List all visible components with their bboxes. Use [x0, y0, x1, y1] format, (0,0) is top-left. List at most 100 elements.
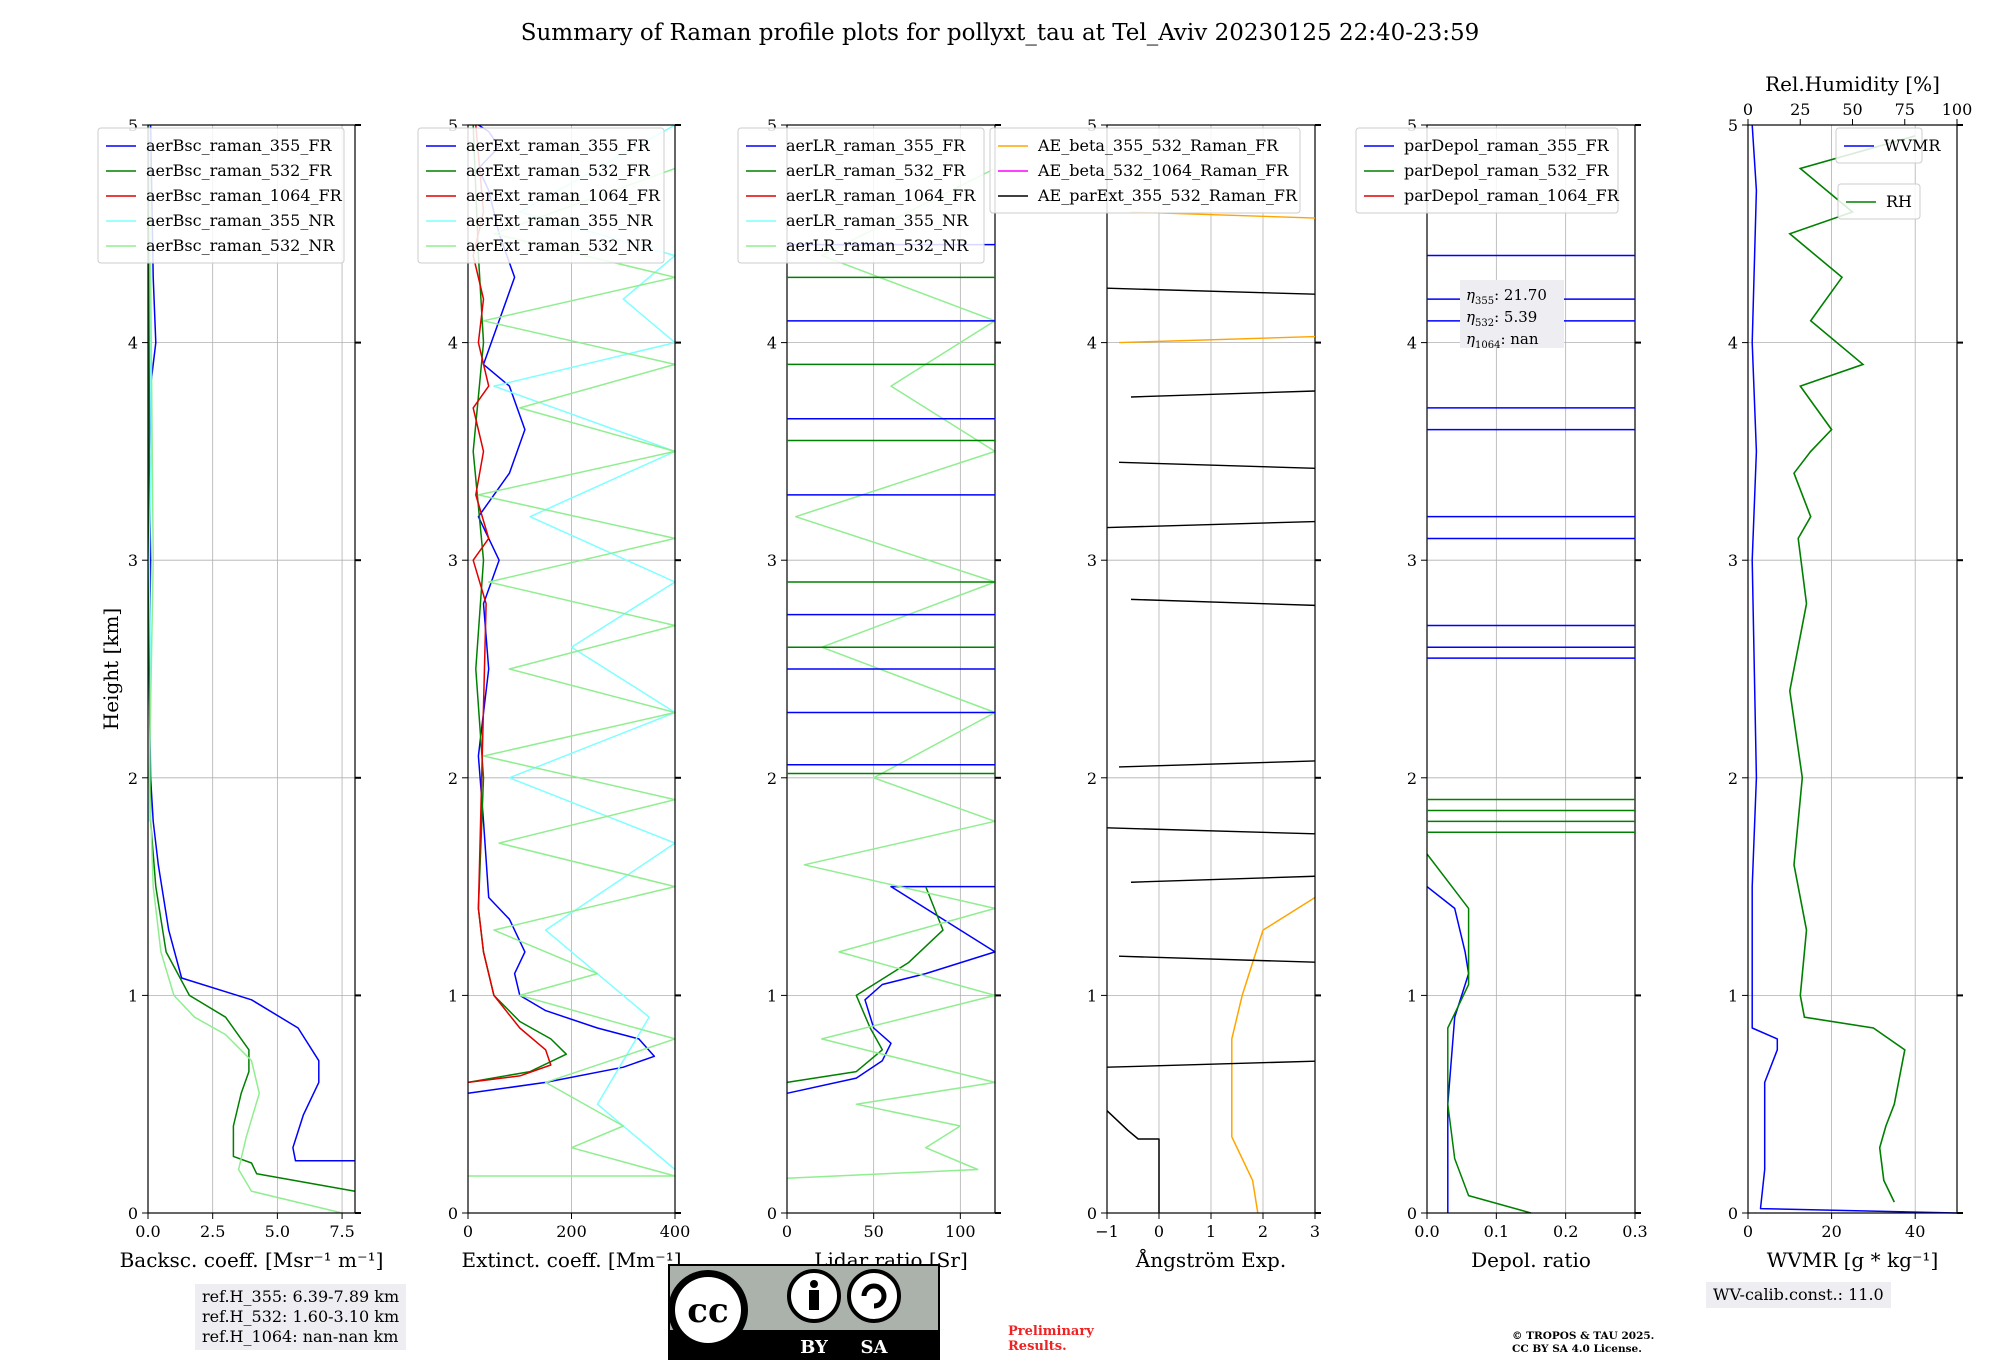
- legend-backscatter-label-3: aerBsc_raman_355_NR: [146, 211, 335, 230]
- rh-axis-label: Rel.Humidity [%]: [1765, 72, 1940, 96]
- series-aerExt_raman_1064_FR: [467, 124, 552, 1084]
- ref-height-355: ref.H_355: 6.39-7.89 km: [202, 1287, 400, 1306]
- reference-heights-box: ref.H_355: 6.39-7.89 km ref.H_532: 1.60-…: [195, 1284, 407, 1350]
- ytick-label-p2-3: 3: [448, 551, 458, 570]
- ae-curve-5: [1130, 598, 1316, 607]
- legend-angstrom: AE_beta_355_532_Raman_FR AE_beta_532_1064…: [989, 127, 1301, 214]
- xtick-label-p5-0: 0.0: [1414, 1222, 1439, 1241]
- ae-curve-2: [1130, 875, 1316, 883]
- legend-backscatter-box: [97, 127, 345, 264]
- xtick-label-p4-4: 3: [1310, 1222, 1320, 1241]
- series-aerExt_raman_532_FR: [467, 124, 568, 1084]
- cc-license-badge: cc BY SA: [668, 1264, 940, 1360]
- xtick-label-p3-2: 100: [945, 1222, 976, 1241]
- ytick-label-p5-1: 1: [1407, 986, 1417, 1005]
- legend-backscatter-label-4: aerBsc_raman_532_NR: [146, 236, 335, 255]
- axes-frame-p5: [1426, 124, 1636, 1214]
- copyright-line-1: © TROPOS & TAU 2025.: [1512, 1330, 1655, 1342]
- sa-icon: [847, 1269, 901, 1323]
- ae-curve-10: [1118, 335, 1316, 344]
- rh-tick-label-0: 0: [1743, 100, 1753, 119]
- ae-curve-4: [1118, 760, 1316, 768]
- legend-depol: parDepol_raman_355_FR parDepol_raman_532_…: [1355, 127, 1620, 214]
- ytick-label-p3-0: 0: [767, 1204, 777, 1223]
- xlabel-p1: Backsc. coeff. [Msr⁻¹ m⁻¹]: [120, 1248, 384, 1272]
- ytick-label-p5-5: 5: [1407, 116, 1417, 135]
- legend-extinction-label-1: aerExt_raman_532_FR: [466, 161, 651, 180]
- ytick-label-p6-4: 4: [1728, 334, 1738, 353]
- ytick-label-p5-0: 0: [1407, 1204, 1417, 1223]
- xlabel-p6: WVMR [g * kg⁻¹]: [1767, 1248, 1939, 1272]
- xtick-label-p6-0: 0: [1743, 1222, 1753, 1241]
- series-aerBsc_raman_532_FR: [148, 125, 356, 1192]
- xtick-label-p1-0: 0.0: [135, 1222, 160, 1241]
- xtick-label-p3-1: 50: [863, 1222, 883, 1241]
- legend-lidar-ratio: aerLR_raman_355_FR aerLR_raman_532_FR aerL…: [737, 127, 985, 264]
- ae-curve-7: [1118, 461, 1316, 469]
- legend-backscatter: aerBsc_raman_355_FR aerBsc_raman_532_FRae…: [97, 127, 345, 264]
- legend-backscatter-label-2: aerBsc_raman_1064_FR: [146, 186, 343, 205]
- ae-curve-6: [1106, 520, 1316, 529]
- ytick-label-p2-0: 0: [448, 1204, 458, 1223]
- series-RH: [1788, 135, 1916, 1203]
- legend-rh: RH: [1837, 183, 1921, 220]
- ytick-label-p6-3: 3: [1728, 551, 1738, 570]
- ytick-label-p6-1: 1: [1728, 986, 1738, 1005]
- xtick-label-p6-2: 40: [1905, 1222, 1925, 1241]
- wv-calib-box: WV-calib.const.: 11.0: [1706, 1282, 1891, 1308]
- legend-lidar-ratio-label-4: aerLR_raman_532_NR: [786, 236, 969, 255]
- ae-curve-3: [1106, 827, 1316, 835]
- xtick-label-p2-2: 400: [660, 1222, 691, 1241]
- eta-line-355: η355: 21.70: [1466, 286, 1547, 307]
- xtick-label-p4-0: −1: [1095, 1222, 1119, 1241]
- ytick-label-p1-1: 1: [128, 986, 138, 1005]
- series-aerExt_raman_532_NR: [468, 167, 676, 1177]
- eta-line-1064: η1064: nan: [1466, 330, 1539, 351]
- xtick-label-p4-2: 1: [1206, 1222, 1216, 1241]
- legend-extinction-label-3: aerExt_raman_355_NR: [466, 211, 654, 230]
- ytick-label-p2-2: 2: [448, 769, 458, 788]
- ytick-label-p4-5: 5: [1087, 116, 1097, 135]
- ref-height-532: ref.H_532: 1.60-3.10 km: [202, 1307, 400, 1326]
- y-axis-label: Height [km]: [99, 608, 123, 730]
- xtick-label-p6-1: 20: [1821, 1222, 1841, 1241]
- legend-extinction-label-2: aerExt_raman_1064_FR: [466, 186, 661, 205]
- series-aerExt_raman_355_FR: [467, 124, 656, 1095]
- ytick-label-p4-1: 1: [1087, 986, 1097, 1005]
- by-icon-head: [810, 1280, 818, 1288]
- sa-icon-arrow: [861, 1283, 887, 1309]
- rh-tick-label-4: 100: [1942, 100, 1973, 119]
- xtick-label-p5-1: 0.1: [1484, 1222, 1509, 1241]
- xtick-label-p3-0: 0: [782, 1222, 792, 1241]
- xtick-label-p1-2: 5.0: [265, 1222, 290, 1241]
- eta-line-532: η532: 5.39: [1466, 308, 1537, 329]
- badge-cc-circle: [675, 1277, 741, 1343]
- ytick-label-p2-1: 1: [448, 986, 458, 1005]
- preliminary-line-2: Results.: [1008, 1339, 1067, 1354]
- ytick-label-p4-0: 0: [1087, 1204, 1097, 1223]
- ytick-label-p3-2: 2: [767, 769, 777, 788]
- preliminary-line-1: Preliminary: [1008, 1324, 1094, 1339]
- legend-wvmr-label-0: WVMR: [1884, 136, 1941, 155]
- series-AE_beta_355_532_Raman_FR: [1231, 896, 1316, 1214]
- legend-depol-label-0: parDepol_raman_355_FR: [1404, 136, 1610, 155]
- xtick-label-p5-3: 0.3: [1622, 1222, 1647, 1241]
- cc-icon: cc: [687, 1291, 728, 1331]
- series-WVMR: [1751, 124, 1958, 1214]
- legend-extinction-label-0: aerExt_raman_355_FR: [466, 136, 651, 155]
- xlabel-p2: Extinct. coeff. [Mm⁻¹]: [461, 1248, 681, 1272]
- ytick-label-p4-2: 2: [1087, 769, 1097, 788]
- legend-angstrom-label-1: AE_beta_532_1064_Raman_FR: [1037, 161, 1289, 180]
- ytick-label-p5-4: 4: [1407, 334, 1417, 353]
- series-parDepol_raman_532_FR: [1426, 853, 1532, 1214]
- axes-frame-p4: [1106, 124, 1316, 1214]
- ae-curve-1: [1118, 955, 1316, 963]
- legend-depol-box: [1355, 127, 1619, 214]
- legend-rh-label-0: RH: [1886, 192, 1912, 211]
- ref-height-1064: ref.H_1064: nan-nan km: [202, 1327, 399, 1346]
- legend-lidar-ratio-box: [737, 127, 985, 264]
- ytick-label-p4-3: 3: [1087, 551, 1097, 570]
- ytick-label-p3-4: 4: [767, 334, 777, 353]
- ytick-label-p5-2: 2: [1407, 769, 1417, 788]
